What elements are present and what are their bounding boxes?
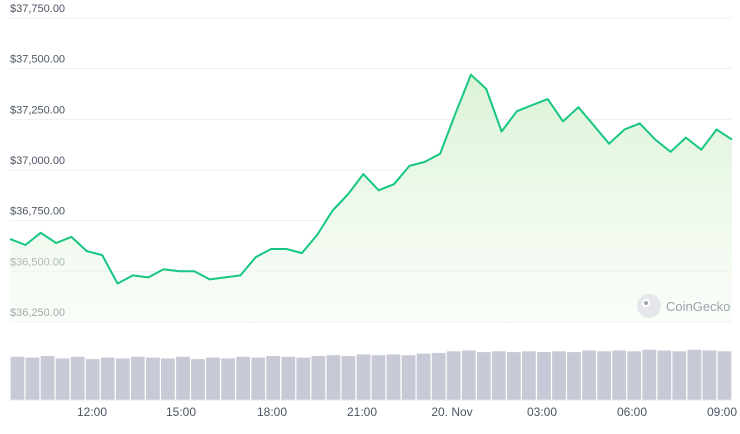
- volume-bar: [687, 349, 702, 400]
- volume-bar: [371, 355, 386, 400]
- volume-bar: [476, 352, 491, 400]
- price-area: [10, 74, 732, 322]
- volume-bar: [85, 359, 100, 400]
- volume-bar: [672, 351, 687, 400]
- volume-bar: [326, 355, 341, 400]
- x-tick-label: 21:00: [347, 405, 377, 419]
- coingecko-logo-icon: [637, 294, 661, 318]
- price-line: [9, 73, 733, 285]
- volume-bar: [100, 357, 115, 400]
- volume-bar: [296, 357, 311, 400]
- volume-bar: [266, 356, 281, 400]
- x-tick-label: 03:00: [527, 405, 557, 419]
- y-tick-label: $37,500.00: [10, 54, 65, 66]
- volume-bars: [10, 349, 732, 401]
- volume-bar: [537, 352, 551, 400]
- volume-bar: [431, 352, 446, 400]
- volume-bar: [191, 359, 205, 400]
- volume-bar: [717, 351, 732, 400]
- volume-bar: [146, 357, 160, 400]
- x-tick-label: 12:00: [77, 405, 107, 419]
- volume-bar: [552, 351, 566, 400]
- volume-bar: [356, 354, 371, 400]
- volume-bar: [386, 354, 401, 400]
- volume-bar: [507, 352, 521, 400]
- volume-bar: [161, 358, 175, 400]
- volume-bar: [221, 358, 235, 400]
- y-tick-label: $37,000.00: [10, 155, 65, 167]
- volume-bar: [10, 356, 25, 400]
- volume-bar: [446, 351, 461, 400]
- volume-bar: [311, 356, 326, 400]
- volume-bar: [461, 350, 476, 400]
- volume-bar: [627, 351, 642, 400]
- volume-bar: [702, 350, 717, 400]
- volume-bar: [115, 358, 130, 400]
- price-area-layer: [10, 74, 732, 322]
- x-tick-label: 20. Nov: [431, 405, 472, 419]
- volume-bar: [281, 356, 296, 400]
- volume-bar: [236, 356, 250, 400]
- volume-bar: [251, 357, 266, 400]
- volume-bar: [70, 356, 85, 400]
- volume-bar: [401, 355, 416, 400]
- volume-bar: [341, 356, 356, 400]
- x-tick-label: 09:00: [707, 405, 737, 419]
- volume-bar: [491, 351, 506, 400]
- y-tick-label: $37,750.00: [10, 3, 65, 15]
- volume-bar: [612, 350, 627, 400]
- coingecko-label: CoinGecko: [666, 299, 730, 314]
- volume-bar: [582, 350, 596, 400]
- x-axis-ticks: 12:00 15:00 18:00 21:00 20. Nov 03:00 06:00 09:…: [77, 405, 737, 419]
- volume-bar: [206, 357, 220, 400]
- volume-bar: [55, 358, 70, 400]
- volume-bar: [657, 350, 672, 400]
- volume-bar: [25, 357, 40, 400]
- volume-bar: [130, 356, 145, 400]
- volume-bar: [176, 356, 190, 400]
- coingecko-watermark: CoinGecko: [637, 294, 730, 318]
- y-tick-label: $37,250.00: [10, 104, 65, 116]
- volume-bar: [416, 353, 431, 400]
- y-tick-label: $36,750.00: [10, 206, 65, 218]
- price-line-layer: [9, 73, 733, 285]
- volume-bar: [522, 351, 536, 400]
- x-tick-label: 15:00: [166, 405, 196, 419]
- volume-bar: [40, 356, 55, 400]
- volume-bar: [642, 349, 657, 400]
- volume-bar: [567, 352, 581, 400]
- coingecko-logo-pupil-icon: [644, 301, 648, 305]
- x-tick-label: 06:00: [617, 405, 647, 419]
- volume-bar: [597, 351, 611, 400]
- x-tick-label: 18:00: [257, 405, 287, 419]
